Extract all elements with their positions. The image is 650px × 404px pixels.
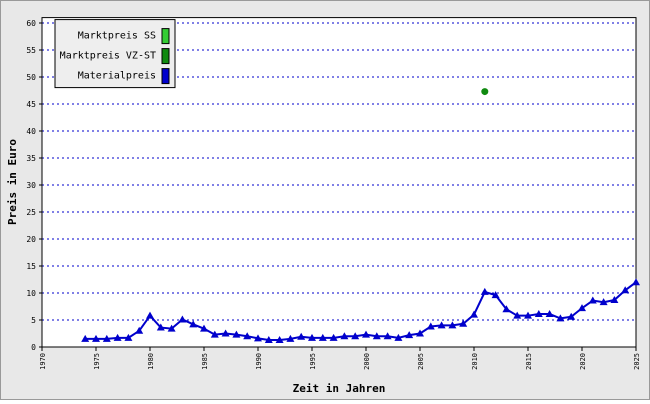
point xyxy=(318,333,327,341)
y-tick-label: 20 xyxy=(26,235,36,244)
y-axis-label: Preis in Euro xyxy=(6,139,19,225)
point xyxy=(167,324,176,332)
point xyxy=(362,330,370,338)
point xyxy=(383,332,392,340)
y-tick-label: 0 xyxy=(31,343,36,352)
point xyxy=(545,310,554,318)
y-tick-label: 45 xyxy=(26,100,36,109)
y-tick-label: 60 xyxy=(26,19,36,28)
point xyxy=(92,334,100,342)
point xyxy=(286,334,295,342)
y-tick-label: 55 xyxy=(26,46,36,55)
x-axis-label: Zeit in Jahren xyxy=(293,382,386,395)
x-tick-label: 2010 xyxy=(471,353,479,370)
point xyxy=(524,311,532,319)
point xyxy=(124,333,133,341)
y-tick-label: 10 xyxy=(26,289,36,298)
point xyxy=(275,335,284,343)
point xyxy=(567,312,576,320)
point xyxy=(534,310,543,318)
point xyxy=(200,324,208,332)
point xyxy=(426,322,435,330)
plot-border xyxy=(41,17,637,348)
point xyxy=(491,291,500,299)
point xyxy=(513,311,522,319)
y-tick-label: 30 xyxy=(26,181,36,190)
point xyxy=(146,311,154,319)
point xyxy=(329,333,338,341)
x-tick-label: 2000 xyxy=(363,353,371,370)
point xyxy=(189,320,198,328)
point xyxy=(351,332,360,340)
y-tick-label: 50 xyxy=(26,73,36,82)
x-tick-label: 1970 xyxy=(39,353,47,370)
x-tick-label: 1975 xyxy=(93,353,101,370)
y-tick-label: 25 xyxy=(26,208,36,217)
point xyxy=(221,329,230,337)
point xyxy=(416,329,424,337)
point xyxy=(210,330,219,338)
point xyxy=(459,319,468,327)
point xyxy=(156,323,165,331)
point xyxy=(243,332,252,340)
x-tick-label: 1995 xyxy=(309,353,317,370)
point xyxy=(372,332,381,340)
point xyxy=(588,296,597,304)
y-tick-label: 40 xyxy=(26,127,36,136)
x-tick-label: 2015 xyxy=(525,353,533,370)
x-tick-label: 2025 xyxy=(633,353,641,370)
point xyxy=(178,315,187,323)
point xyxy=(621,286,630,294)
legend-box xyxy=(54,19,176,89)
point xyxy=(502,305,511,313)
x-tick-label: 2020 xyxy=(579,353,587,370)
point xyxy=(232,330,241,338)
point xyxy=(556,314,565,322)
point xyxy=(113,333,122,341)
point xyxy=(254,334,262,342)
point xyxy=(135,326,144,334)
point xyxy=(610,296,619,304)
point xyxy=(481,88,489,96)
x-tick-label: 1980 xyxy=(147,353,155,370)
legend-label: Marktpreis SS xyxy=(78,31,156,42)
series-line xyxy=(85,281,637,341)
point xyxy=(297,332,306,340)
y-tick-label: 5 xyxy=(31,316,36,325)
point xyxy=(578,304,586,312)
x-tick-label: 1985 xyxy=(201,353,209,370)
legend-swatch xyxy=(161,68,170,85)
point xyxy=(308,333,316,341)
y-tick-label: 15 xyxy=(26,262,36,271)
legend-label: Materialpreis xyxy=(78,71,156,82)
point xyxy=(632,278,640,286)
point xyxy=(394,333,403,341)
point xyxy=(599,298,608,306)
point xyxy=(405,331,414,339)
x-tick-label: 1990 xyxy=(255,353,263,370)
legend-swatch xyxy=(161,28,170,45)
point xyxy=(470,310,478,318)
point xyxy=(102,334,111,342)
point xyxy=(264,335,273,343)
point xyxy=(437,321,446,329)
point xyxy=(480,287,489,295)
legend-swatch xyxy=(161,48,170,65)
x-tick-label: 2005 xyxy=(417,353,425,370)
legend-label: Marktpreis VZ-ST xyxy=(60,51,156,62)
point xyxy=(448,321,457,329)
point xyxy=(340,332,349,340)
point xyxy=(81,334,90,342)
y-tick-label: 35 xyxy=(26,154,36,163)
